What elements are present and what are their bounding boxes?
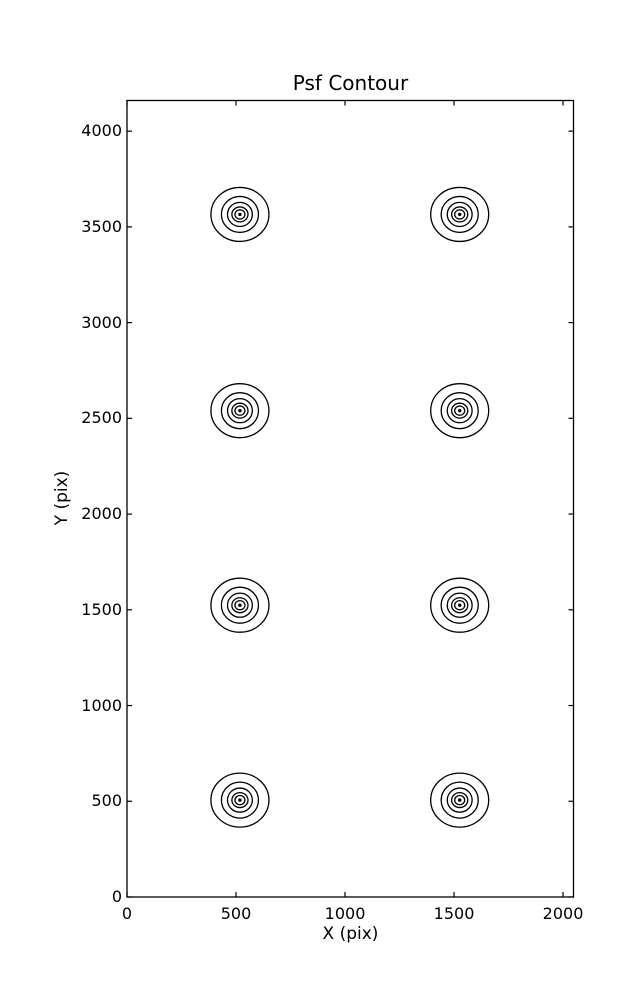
psf-contour-group	[430, 772, 490, 828]
contour-ring	[220, 781, 260, 819]
contour-ring	[231, 206, 249, 223]
contour-ring	[440, 781, 479, 819]
y-tick-label: 3000	[81, 312, 122, 332]
psf-contour-group	[210, 577, 270, 633]
psf-contour-group	[430, 383, 490, 439]
y-tick-label: 1500	[81, 599, 122, 619]
contour-ring	[210, 186, 270, 243]
psf-contour-group	[210, 383, 270, 439]
y-tick-label: 500	[91, 791, 122, 811]
contour-ring	[454, 599, 466, 611]
contour-ring	[210, 383, 270, 439]
contour-ring	[210, 577, 270, 633]
psf-contour-group	[430, 186, 490, 243]
y-tick-label: 2000	[81, 504, 122, 524]
y-tick-label: 0	[111, 887, 122, 906]
x-tick-label: 500	[220, 904, 252, 923]
contour-ring	[234, 405, 246, 416]
contour-center-dot	[457, 603, 462, 607]
contour-ring	[226, 787, 254, 813]
contour-center-dot	[238, 212, 242, 217]
contour-center-dot	[457, 408, 462, 413]
contour-ring	[430, 383, 490, 439]
x-tick-label: 1000	[324, 904, 366, 923]
contour-ring	[226, 397, 254, 424]
axes-box	[126, 99, 575, 898]
contour-ring	[220, 392, 260, 430]
x-axis-label: X (pix)	[322, 924, 379, 944]
contour-ring	[446, 201, 473, 228]
contour-ring	[454, 405, 466, 416]
contour-ring	[226, 201, 254, 228]
contour-ring	[430, 577, 490, 633]
contour-ring	[234, 209, 246, 220]
y-tick-label: 3500	[81, 216, 122, 236]
contour-ring	[440, 586, 479, 624]
contour-ring	[450, 792, 469, 809]
contour-ring	[446, 592, 473, 618]
psf-contour-group	[430, 577, 490, 633]
x-tick-label: 1500	[433, 904, 475, 923]
psf-contour-group	[210, 186, 270, 243]
x-tick-label: 0	[121, 904, 133, 923]
contour-ring	[231, 597, 249, 614]
contour-ring	[450, 597, 469, 614]
contour-center-dot	[457, 212, 462, 217]
y-tick-label: 4000	[81, 121, 122, 141]
contour-ring	[450, 206, 469, 223]
contour-ring	[440, 195, 479, 234]
contour-ring	[454, 794, 466, 806]
chart-title: Psf Contour	[292, 71, 409, 95]
contour-ring	[234, 794, 246, 806]
contour-ring	[454, 209, 466, 220]
x-tick-label: 2000	[542, 904, 584, 923]
contour-ring	[210, 772, 270, 828]
contour-ring	[446, 397, 473, 424]
contour-ring	[220, 586, 260, 624]
contour-ring	[231, 402, 249, 419]
contour-ring	[226, 592, 254, 618]
contour-center-dot	[457, 798, 462, 802]
contour-ring	[234, 599, 246, 611]
contour-ring	[440, 392, 479, 430]
contour-ring	[430, 186, 490, 243]
y-tick-label: 2500	[81, 408, 122, 428]
contour-ring	[450, 402, 469, 419]
contour-center-dot	[238, 408, 242, 413]
contour-ring	[220, 195, 260, 234]
contour-center-dot	[238, 798, 242, 802]
y-tick-label: 1000	[81, 695, 122, 715]
contour-center-dot	[238, 603, 242, 607]
psf-contour-group	[210, 772, 270, 828]
contour-ring	[430, 772, 490, 828]
contour-ring	[446, 787, 473, 813]
contour-ring	[231, 792, 249, 809]
